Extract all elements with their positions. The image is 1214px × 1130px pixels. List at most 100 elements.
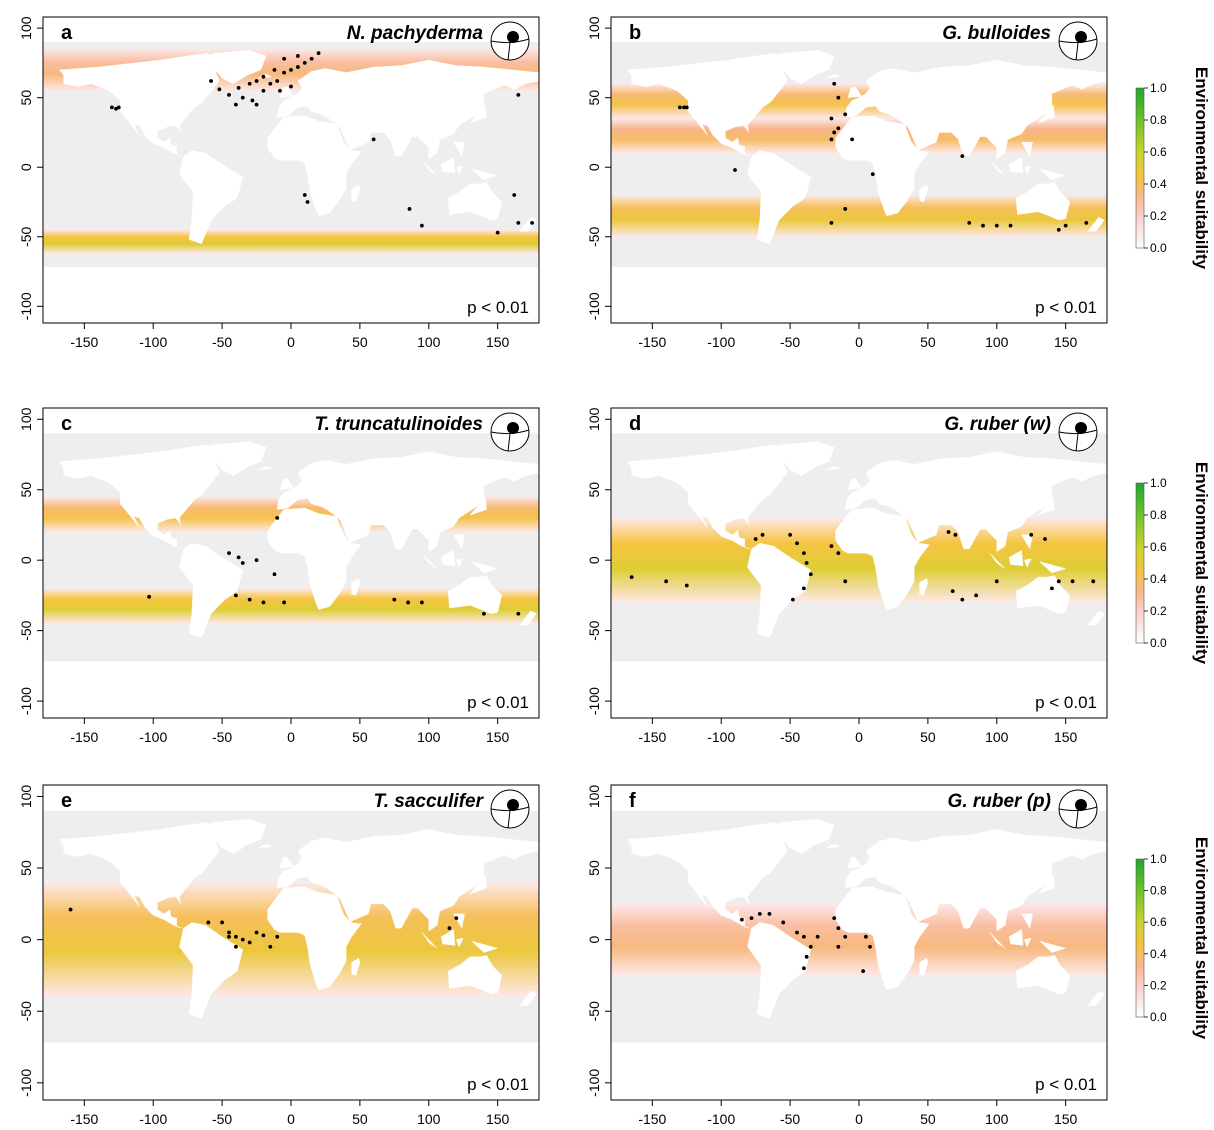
colorbar-tick-label: 0.8 — [1150, 113, 1167, 127]
x-tick-label: 0 — [287, 1111, 295, 1127]
occurrence-point — [832, 130, 837, 135]
occurrence-point — [843, 207, 848, 211]
x-tick-label: 50 — [352, 1111, 368, 1127]
x-tick-label: -100 — [707, 334, 735, 350]
occurrence-point — [801, 551, 806, 556]
occurrence-point — [953, 532, 958, 537]
occurrence-point — [240, 937, 245, 942]
occurrence-point — [790, 597, 795, 602]
y-tick-label: -100 — [18, 1069, 34, 1097]
y-tick-label: 50 — [18, 860, 34, 876]
occurrence-point — [795, 930, 799, 935]
y-tick-label: -100 — [18, 687, 34, 715]
occurrence-point — [629, 575, 634, 579]
occurrence-point — [407, 207, 412, 211]
occurrence-point — [749, 916, 754, 921]
occurrence-point — [836, 944, 841, 949]
x-tick-label: 50 — [352, 334, 368, 350]
occurrence-point — [815, 934, 820, 939]
occurrence-point — [760, 532, 765, 537]
occurrence-point — [1063, 223, 1068, 228]
occurrence-point — [516, 220, 521, 225]
y-tick-label: -50 — [586, 620, 602, 640]
colorbar-tick-label: 0.8 — [1150, 884, 1167, 898]
x-tick-label: 0 — [287, 334, 295, 350]
x-tick-label: 100 — [985, 729, 1009, 745]
occurrence-point — [206, 920, 211, 925]
colorbar-tick-label: 0.8 — [1150, 508, 1167, 522]
occurrence-point — [247, 597, 252, 602]
occurrence-point — [1091, 579, 1096, 584]
colorbar-2: 0.0 0.2 0.4 0.6 0.8 1.0 Environmental suitabil… — [1135, 462, 1211, 665]
y-tick-label: -100 — [18, 292, 34, 320]
y-tick-label: 0 — [586, 556, 602, 564]
map-plot-area — [611, 17, 1107, 323]
occurrence-point — [682, 105, 686, 110]
x-tick-label: 100 — [417, 334, 441, 350]
colorbar-tick-label: 0.0 — [1150, 241, 1167, 255]
map-plot-area — [43, 17, 539, 323]
y-tick-label: 0 — [586, 163, 602, 171]
occurrence-point — [275, 516, 280, 520]
map-plot-area — [611, 785, 1107, 1100]
occurrence-point — [275, 79, 280, 83]
panel-letter: d — [629, 413, 641, 435]
map-panel-d: -150 -100 -50 0 50 100 150 100 50 0 -50 -100 d G. rub… — [586, 407, 1108, 745]
occurrence-point — [861, 969, 866, 974]
occurrence-point — [516, 611, 521, 616]
occurrence-point — [836, 551, 841, 556]
x-tick-label: -50 — [780, 729, 800, 745]
x-tick-label: -50 — [212, 1111, 232, 1127]
occurrence-point — [829, 220, 834, 225]
species-title: G. ruber (w) — [944, 414, 1051, 435]
occurrence-point — [808, 572, 813, 577]
occurrence-point — [419, 223, 424, 228]
colorbar-tick-label: 0.6 — [1150, 915, 1167, 929]
occurrence-point — [994, 223, 999, 228]
panel-letter: b — [629, 22, 641, 44]
species-title: G. bulloides — [942, 23, 1051, 44]
occurrence-point — [1049, 586, 1054, 591]
colorbar-tick-label: 0.0 — [1150, 1010, 1167, 1024]
occurrence-point — [788, 532, 793, 537]
panel-letter: a — [61, 22, 73, 44]
map-panel-f: -150 -100 -50 0 50 100 150 100 50 0 -50 -100 f G. rub… — [586, 784, 1108, 1127]
colorbar-tick-label: 0.4 — [1150, 947, 1167, 961]
occurrence-point — [233, 593, 238, 598]
x-tick-label: -150 — [70, 729, 98, 745]
occurrence-point — [254, 558, 259, 563]
occurrence-point — [757, 911, 762, 916]
colorbar-tick-label: 0.4 — [1150, 572, 1167, 586]
occurrence-point — [843, 579, 848, 584]
occurrence-point — [684, 105, 689, 110]
colorbar-tick-label: 0.0 — [1150, 636, 1167, 650]
occurrence-point — [316, 51, 321, 56]
colorbar-tick-label: 0.6 — [1150, 145, 1167, 159]
colorbar-3: 0.0 0.2 0.4 0.6 0.8 1.0 Environmental suitabil… — [1135, 837, 1211, 1040]
occurrence-point — [419, 600, 424, 605]
occurrence-point — [495, 230, 500, 235]
species-title: T. sacculifer — [374, 791, 485, 812]
occurrence-point — [836, 126, 841, 131]
occurrence-point — [302, 193, 307, 197]
y-tick-label: 100 — [18, 785, 34, 809]
occurrence-point — [247, 940, 252, 945]
occurrence-point — [261, 933, 266, 938]
occurrence-point — [832, 81, 837, 86]
foraminifera-shell-icon — [1058, 412, 1098, 452]
colorbar-label: Environmental suitability — [1192, 67, 1211, 270]
x-tick-label: -150 — [70, 1111, 98, 1127]
occurrence-point — [1029, 532, 1034, 537]
colorbar-label: Environmental suitability — [1192, 462, 1211, 665]
x-tick-label: -150 — [70, 334, 98, 350]
x-tick-label: 50 — [920, 1111, 936, 1127]
y-tick-label: 0 — [18, 936, 34, 944]
colorbar-1: 0.0 0.2 0.4 0.6 0.8 1.0 Environmental suitabil… — [1135, 67, 1211, 270]
colorbar-tick-label: 1.0 — [1150, 476, 1167, 490]
occurrence-point — [261, 74, 266, 79]
occurrence-point — [233, 934, 238, 939]
occurrence-point — [843, 112, 848, 117]
occurrence-point — [512, 193, 517, 197]
occurrence-point — [295, 65, 300, 69]
